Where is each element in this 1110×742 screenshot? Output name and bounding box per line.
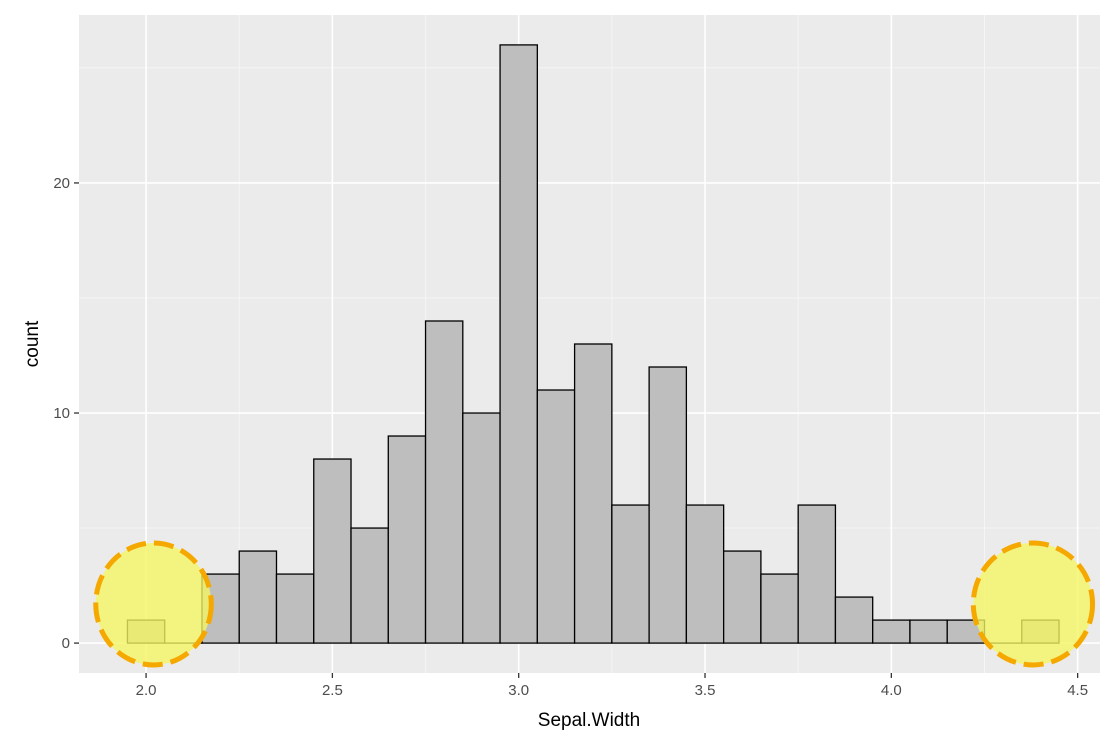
x-axis-title: Sepal.Width [538,710,640,731]
histogram-bar [276,574,313,643]
histogram-bar [351,528,388,643]
histogram-bar [239,551,276,643]
histogram-bar [575,344,612,643]
x-axis-ticks: 2.0 2.5 3.0 3.5 4.0 4.5 [136,673,1088,699]
y-axis-ticks: 0 10 20 [53,175,79,652]
y-tick-label: 0 [62,635,70,652]
histogram-bar [835,597,872,643]
histogram-bar [910,620,947,643]
histogram-bar [873,620,910,643]
histogram-bar [612,505,649,643]
x-tick-label: 2.0 [136,682,157,699]
x-tick-label: 4.0 [881,682,902,699]
x-tick-label: 3.5 [695,682,716,699]
histogram-bar [724,551,761,643]
y-tick-label: 20 [53,175,70,192]
histogram-bar [388,436,425,643]
histogram-bar [463,413,500,643]
histogram-bar [314,459,351,643]
y-tick-label: 10 [53,405,70,422]
histogram-bar [761,574,798,643]
highlight-circle [96,543,212,665]
x-tick-label: 4.5 [1067,682,1088,699]
x-tick-label: 2.5 [322,682,343,699]
histogram-bar [798,505,835,643]
x-tick-label: 3.0 [508,682,529,699]
histogram-bar [500,45,537,643]
highlight-circle [973,543,1092,665]
histogram-bar [537,390,574,643]
y-axis-title: count [22,320,43,367]
histogram-bar [426,321,463,643]
histogram-bar [649,367,686,643]
histogram-bar [686,505,723,643]
